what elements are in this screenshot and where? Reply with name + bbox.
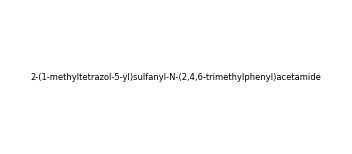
Text: 2-(1-methyltetrazol-5-yl)sulfanyl-N-(2,4,6-trimethylphenyl)acetamide: 2-(1-methyltetrazol-5-yl)sulfanyl-N-(2,4…: [31, 73, 321, 81]
